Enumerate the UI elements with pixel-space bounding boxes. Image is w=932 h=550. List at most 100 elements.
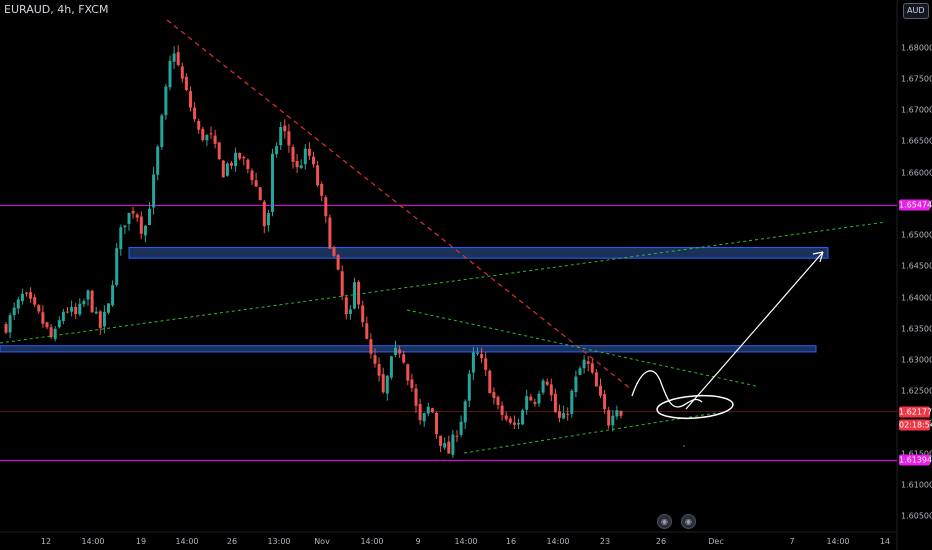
circled-area[interactable] — [656, 393, 734, 420]
candle-body — [549, 384, 553, 396]
candle-body — [590, 363, 594, 373]
candle-body — [459, 421, 463, 435]
candle-body — [234, 152, 238, 166]
candle-body — [29, 292, 33, 299]
candle-body — [525, 396, 529, 410]
currency-button[interactable]: AUD — [903, 3, 929, 19]
candle-body — [61, 311, 65, 321]
price-tick-label: 1.65000 — [901, 230, 932, 240]
candle-body — [361, 305, 365, 323]
price-tick-label: 1.63500 — [901, 324, 932, 334]
bar-countdown-tag: 02:18:54 — [899, 419, 932, 431]
price-tick-label: 1.67500 — [901, 74, 932, 84]
time-tick-label: 13:00 — [267, 537, 291, 546]
candle-body — [328, 217, 332, 249]
price-tick-label: 1.66500 — [901, 136, 932, 146]
candle-body — [295, 161, 299, 168]
candle-body — [381, 374, 385, 393]
price-tick-label: 1.63000 — [901, 355, 932, 365]
candle-body — [316, 165, 320, 186]
candle-body — [586, 361, 590, 364]
candle-body — [607, 410, 611, 426]
candle-body — [254, 180, 258, 187]
time-tick-label: 16 — [505, 537, 517, 546]
candle-body — [221, 160, 225, 178]
ascending-trendline[interactable] — [0, 221, 887, 344]
candle-body — [230, 162, 233, 166]
candle-body — [463, 401, 467, 423]
time-tick-label: 26 — [226, 537, 238, 546]
candle-body — [574, 376, 578, 392]
candle-body — [246, 159, 250, 169]
candle-body — [98, 311, 102, 328]
candle-body — [201, 128, 205, 141]
time-tick-label: 14 — [879, 537, 891, 546]
candle-body — [558, 411, 561, 418]
level-price-tag: 1.61394 — [899, 454, 932, 466]
candle-body — [37, 305, 41, 312]
candle-body — [492, 392, 496, 399]
candle-body — [369, 339, 373, 354]
projection-curve[interactable] — [631, 370, 703, 408]
candle-body — [25, 292, 28, 294]
candle-body — [160, 115, 164, 147]
time-tick-label: 9 — [415, 537, 421, 546]
candle-body — [562, 413, 566, 419]
candle-body — [599, 385, 602, 396]
candle-body — [332, 247, 336, 256]
dot-marker — [683, 445, 685, 447]
price-tick-label: 1.67000 — [901, 105, 932, 115]
projection-arrow-line[interactable] — [685, 251, 824, 410]
economic-event-icon[interactable]: ◉ — [657, 514, 672, 529]
candle-body — [139, 216, 143, 234]
candle-body — [262, 201, 266, 227]
candle-body — [193, 107, 197, 120]
candle-body — [307, 148, 311, 156]
price-tick-label: 1.62500 — [901, 386, 932, 396]
economic-event-icon[interactable]: ◉ — [681, 514, 696, 529]
candle-body — [496, 396, 500, 406]
candle-body — [476, 352, 479, 354]
candle-body — [570, 390, 574, 414]
price-tick-label: 1.61000 — [901, 480, 932, 490]
candle-body — [451, 434, 455, 455]
candle-body — [553, 393, 557, 413]
candle-body — [291, 147, 295, 162]
zone-box[interactable] — [128, 247, 829, 259]
candle-body — [389, 356, 393, 378]
price-tick-label: 1.60500 — [901, 511, 932, 521]
candle-body — [324, 197, 328, 217]
candle-body — [189, 91, 192, 108]
candle-body — [271, 153, 274, 212]
time-tick-label: 12 — [40, 537, 52, 546]
price-tick-label: 1.61500 — [901, 449, 932, 459]
projection-arrow-head — [812, 251, 824, 263]
candle-body — [176, 52, 180, 66]
candle-body — [435, 412, 438, 434]
chart-title: EURAUD, 4h, FXCM — [4, 3, 109, 16]
candle-body — [394, 347, 397, 355]
candle-body — [156, 146, 160, 175]
candle-body — [41, 312, 45, 324]
time-tick-label: 19 — [135, 537, 147, 546]
candle-body — [45, 322, 49, 328]
candle-body — [537, 393, 541, 404]
candle-body — [512, 422, 516, 425]
candle-body — [578, 368, 582, 375]
candle-body — [115, 248, 119, 286]
candle-body — [455, 435, 459, 437]
candle-body — [217, 142, 221, 160]
candle-body — [86, 290, 90, 300]
candle-body — [74, 306, 78, 315]
candle-body — [377, 363, 381, 376]
triangle-lower-line[interactable] — [463, 412, 717, 454]
candle-body — [353, 282, 356, 309]
candle-body — [467, 373, 471, 401]
zone-box[interactable] — [0, 345, 817, 353]
candle-body — [209, 133, 213, 135]
level-price-tag: 1.65474 — [899, 199, 932, 211]
candle-body — [500, 405, 504, 416]
candle-body — [484, 358, 488, 370]
candle-body — [488, 370, 492, 394]
